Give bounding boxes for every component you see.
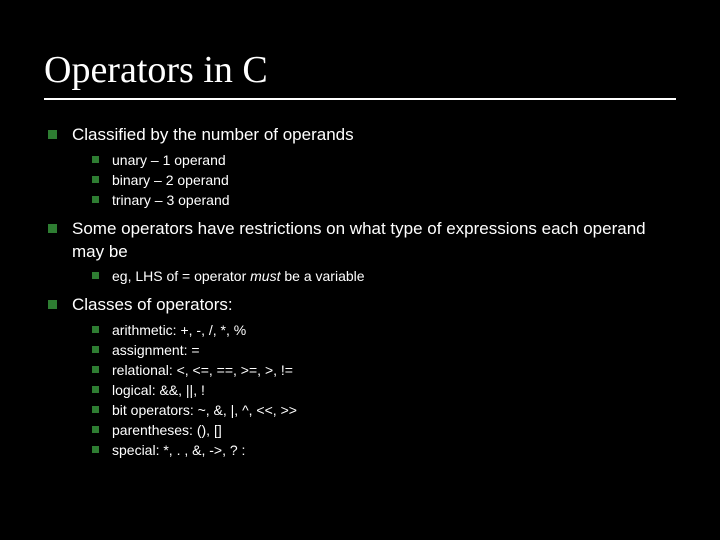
list-item: Classes of operators: arithmetic: +, -, … xyxy=(44,294,676,459)
bullet-list-lvl2: unary – 1 operand binary – 2 operand tri… xyxy=(72,151,676,210)
list-item-text: binary – 2 operand xyxy=(112,172,229,188)
list-item: parentheses: (), [] xyxy=(90,421,676,440)
list-item: logical: &&, ||, ! xyxy=(90,381,676,400)
list-item: Some operators have restrictions on what… xyxy=(44,218,676,287)
slide-title: Operators in C xyxy=(44,48,676,100)
list-item: assignment: = xyxy=(90,341,676,360)
list-item: eg, LHS of = operator must be a variable xyxy=(90,267,676,286)
list-item-text: assignment: = xyxy=(112,342,200,358)
list-item-text: bit operators: ~, &, |, ^, <<, >> xyxy=(112,402,297,418)
list-item-text-suffix: be a variable xyxy=(280,268,364,284)
list-item: arithmetic: +, -, /, *, % xyxy=(90,321,676,340)
list-item-text: logical: &&, ||, ! xyxy=(112,382,205,398)
list-item: binary – 2 operand xyxy=(90,171,676,190)
list-item-text: Classes of operators: xyxy=(72,295,233,314)
list-item-text-italic: must xyxy=(250,268,280,284)
list-item-text: Classified by the number of operands xyxy=(72,125,354,144)
list-item: relational: <, <=, ==, >=, >, != xyxy=(90,361,676,380)
list-item-text: parentheses: (), [] xyxy=(112,422,222,438)
list-item: bit operators: ~, &, |, ^, <<, >> xyxy=(90,401,676,420)
bullet-list-lvl2: arithmetic: +, -, /, *, % assignment: = … xyxy=(72,321,676,459)
list-item-text: Some operators have restrictions on what… xyxy=(72,219,646,261)
list-item: Classified by the number of operands una… xyxy=(44,124,676,210)
list-item: trinary – 3 operand xyxy=(90,191,676,210)
list-item-text: special: *, . , &, ->, ? : xyxy=(112,442,245,458)
list-item-text: trinary – 3 operand xyxy=(112,192,230,208)
list-item-text: unary – 1 operand xyxy=(112,152,226,168)
bullet-list-lvl2: eg, LHS of = operator must be a variable xyxy=(72,267,676,286)
list-item-text-prefix: eg, LHS of = operator xyxy=(112,268,250,284)
list-item: special: *, . , &, ->, ? : xyxy=(90,441,676,460)
list-item: unary – 1 operand xyxy=(90,151,676,170)
list-item-text: arithmetic: +, -, /, *, % xyxy=(112,322,246,338)
list-item-text: relational: <, <=, ==, >=, >, != xyxy=(112,362,293,378)
slide: Operators in C Classified by the number … xyxy=(0,0,720,540)
bullet-list-lvl1: Classified by the number of operands una… xyxy=(44,124,676,460)
